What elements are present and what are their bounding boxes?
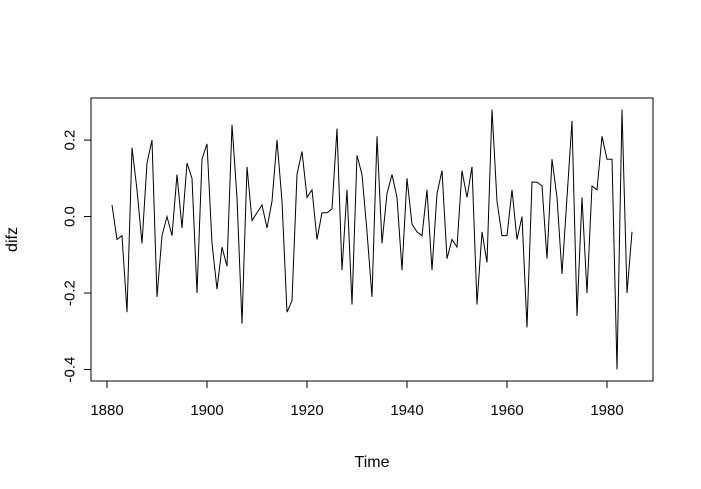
x-tick-label: 1980 — [590, 402, 623, 419]
plot-frame — [90, 97, 654, 382]
y-tick-label: -0.2 — [61, 280, 78, 306]
y-tick-label: 0.2 — [61, 130, 78, 151]
x-tick-label: 1920 — [290, 402, 323, 419]
x-axis: 1880 1900 1920 1940 1960 1980 — [90, 380, 624, 419]
x-tick-label: 1940 — [390, 402, 423, 419]
y-axis: -0.4 -0.2 0.0 0.2 — [61, 130, 92, 383]
x-axis-title: Time — [355, 454, 390, 471]
x-tick-label: 1960 — [490, 402, 523, 419]
y-tick-label: 0.0 — [61, 206, 78, 227]
x-tick-label: 1880 — [90, 402, 123, 419]
y-tick-label: -0.4 — [61, 357, 78, 383]
difz-series-line — [111, 109, 633, 370]
y-axis-title: difz — [4, 227, 21, 252]
x-tick-label: 1900 — [190, 402, 223, 419]
